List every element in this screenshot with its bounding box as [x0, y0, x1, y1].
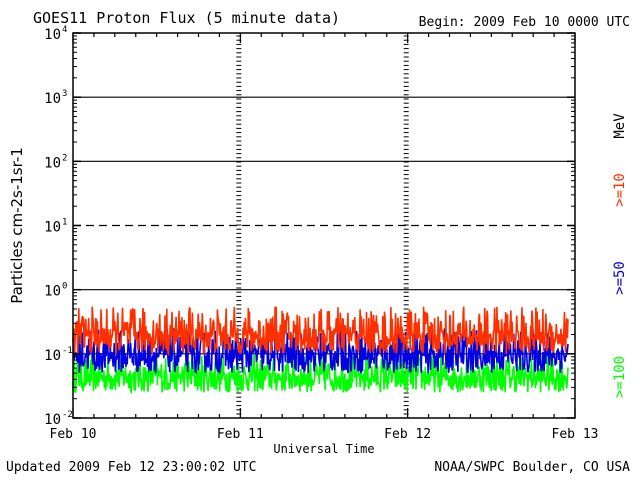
y-tick-exponent: -1 [62, 346, 73, 356]
legend-entry: >=50 [612, 261, 628, 295]
y-tick-label: 10 [44, 91, 61, 107]
series-line-gte50 [72, 326, 569, 375]
updated-timestamp: Updated 2009 Feb 12 23:00:02 UTC [6, 460, 257, 475]
x-tick-label: Feb 12 [384, 427, 431, 442]
x-tick-label: Feb 13 [552, 427, 599, 442]
y-tick-label: 10 [44, 155, 61, 171]
begin-time: Begin: 2009 Feb 10 0000 UTC [418, 15, 630, 30]
y-tick-exponent: 4 [62, 25, 67, 35]
y-tick-label: 10 [44, 220, 61, 236]
y-tick-exponent: 1 [62, 218, 67, 228]
legend-entry: >=100 [612, 356, 628, 398]
x-tick-label: Feb 11 [217, 427, 264, 442]
chart-title: GOES11 Proton Flux (5 minute data) [33, 9, 341, 27]
y-tick-label: 10 [44, 27, 61, 43]
y-tick-label: 10 [44, 284, 61, 300]
series-line-gte10 [72, 306, 569, 357]
y-tick-exponent: 3 [62, 89, 67, 99]
x-tick-label: Feb 10 [50, 427, 97, 442]
y-tick-exponent: 0 [62, 282, 67, 292]
y-axis-label: Particles cm-2s-1sr-1 [8, 147, 26, 304]
y-tick-exponent: 2 [62, 153, 67, 163]
y-tick-label: 10 [44, 412, 61, 428]
series-line-gte100 [72, 354, 569, 395]
y-tick-exponent: -2 [62, 410, 73, 420]
legend-entry: >=10 [612, 173, 628, 207]
x-axis-label: Universal Time [273, 442, 375, 456]
credit-text: NOAA/SWPC Boulder, CO USA [434, 460, 630, 475]
legend-unit-label: MeV [612, 113, 628, 139]
y-tick-label: 10 [44, 348, 61, 364]
